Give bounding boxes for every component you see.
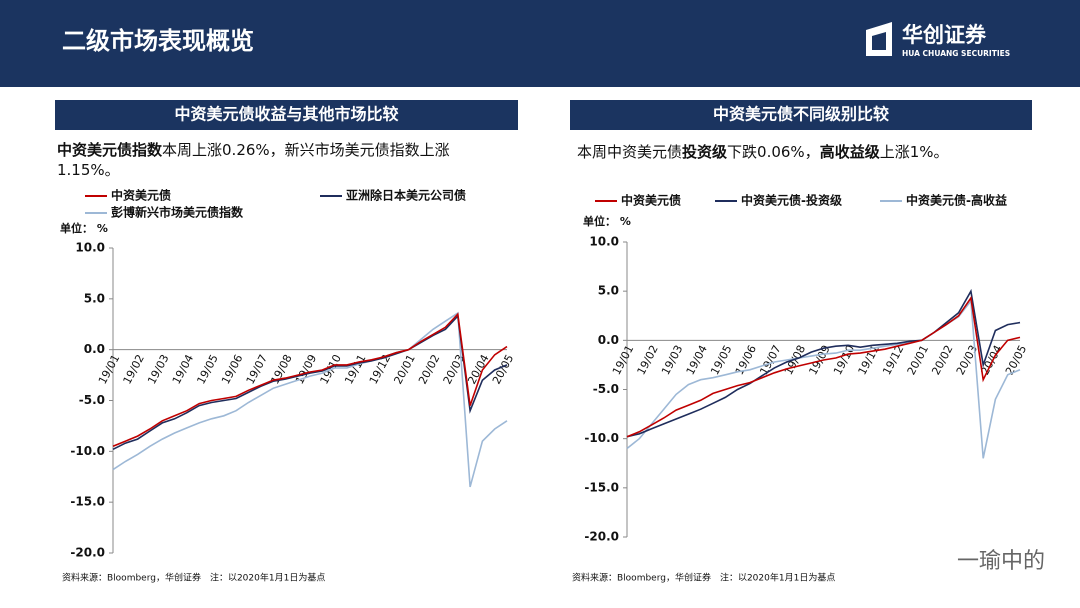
logo-cn: 华创证券 <box>902 23 987 47</box>
unit-label: 单位： % <box>583 214 631 228</box>
y-tick-label: 10.0 <box>75 241 105 255</box>
x-tick-label: 19/09 <box>806 343 832 377</box>
x-tick-label: 19/03 <box>659 343 685 377</box>
x-tick-label: 20/05 <box>490 352 516 386</box>
x-tick-label: 19/05 <box>708 343 734 377</box>
subtitle: 本周中资美元债投资级下跌0.06%，高收益级上涨1%。 <box>577 142 1027 162</box>
y-tick-label: -10.0 <box>70 444 105 458</box>
logo-icon <box>866 22 892 56</box>
x-tick-label: 19/02 <box>121 352 147 386</box>
series-line <box>626 288 1021 438</box>
subtitle-segment: 上涨1%。 <box>879 143 949 161</box>
y-tick-label: 0.0 <box>84 342 105 356</box>
series-line <box>626 295 1021 438</box>
x-tick-label: 19/11 <box>342 352 368 386</box>
subtitle-segment: 投资级 <box>682 143 728 161</box>
y-tick-label: -20.0 <box>70 546 105 560</box>
source-note: 资料来源：Bloomberg，华创证券 注：以2020年1月1日为基点 <box>62 572 325 584</box>
x-tick-label: 19/03 <box>145 352 171 386</box>
series-line <box>112 311 508 488</box>
x-tick-label: 20/02 <box>416 352 442 386</box>
y-tick-label: -15.0 <box>584 480 619 494</box>
y-tick-label: 10.0 <box>589 235 619 249</box>
x-tick-label: 19/01 <box>610 343 636 377</box>
x-tick-label: 19/02 <box>634 343 660 377</box>
y-tick-label: 5.0 <box>84 291 105 305</box>
x-tick-label: 19/05 <box>194 352 220 386</box>
subtitle: 中资美元债指数本周上涨0.26%，新兴市场美元债指数上涨1.15%。 <box>57 140 507 180</box>
y-tick-label: -5.0 <box>593 382 619 396</box>
source-note: 资料来源：Bloomberg，华创证券 注：以2020年1月1日为基点 <box>572 572 835 584</box>
y-tick-label: -20.0 <box>584 530 619 544</box>
subtitle-segment: 高收益级 <box>819 143 880 161</box>
x-tick-label: 19/10 <box>831 343 857 377</box>
panel-title: 中资美元债不同级别比较 <box>713 105 889 124</box>
y-tick-label: -5.0 <box>79 393 105 407</box>
subtitle-segment: 本周上涨0.26%，新兴市场美元债指数上涨1.15%。 <box>57 141 450 179</box>
subtitle-segment: 中资美元债指数 <box>57 141 163 159</box>
y-tick-label: 0.0 <box>598 333 619 347</box>
panel-title: 中资美元债收益与其他市场比较 <box>174 105 398 124</box>
watermark: 一瑜中的 <box>957 549 1045 574</box>
header-bar <box>0 0 1080 87</box>
logo-en: HUA CHUANG SECURITIES <box>902 49 1010 58</box>
panel-heading-bar <box>55 100 518 130</box>
slide-title: 二级市场表现概览 <box>62 27 254 55</box>
x-tick-label: 20/01 <box>905 343 931 377</box>
legend-label: 彭博新兴市场美元债指数 <box>111 205 244 220</box>
panel-heading-bar <box>570 100 1032 130</box>
unit-label: 单位： % <box>60 221 108 235</box>
series-line <box>112 314 508 451</box>
y-tick-label: 5.0 <box>598 284 619 298</box>
x-tick-label: 19/09 <box>293 352 319 386</box>
legend-label: 中资美元债-高收益 <box>906 193 1007 208</box>
x-tick-label: 19/04 <box>684 343 710 377</box>
x-tick-label: 19/07 <box>757 343 783 377</box>
legend-label: 亚洲除日本美元公司债 <box>346 188 466 203</box>
y-tick-label: -15.0 <box>70 495 105 509</box>
series-line <box>112 312 508 448</box>
subtitle-segment: 下跌0.06%， <box>727 143 820 161</box>
x-tick-label: 19/04 <box>170 352 196 386</box>
x-tick-label: 20/02 <box>929 343 955 377</box>
x-tick-label: 19/12 <box>880 343 906 377</box>
subtitle-segment: 本周中资美元债 <box>577 143 683 161</box>
legend-label: 中资美元债 <box>111 188 171 203</box>
x-tick-label: 20/01 <box>391 352 417 386</box>
legend-label: 中资美元债-投资级 <box>741 193 842 208</box>
x-tick-label: 19/06 <box>219 352 245 386</box>
x-tick-label: 19/07 <box>244 352 270 386</box>
legend-label: 中资美元债 <box>621 193 681 208</box>
y-tick-label: -10.0 <box>584 431 619 445</box>
series-line <box>626 298 1021 459</box>
x-tick-label: 19/01 <box>96 352 122 386</box>
